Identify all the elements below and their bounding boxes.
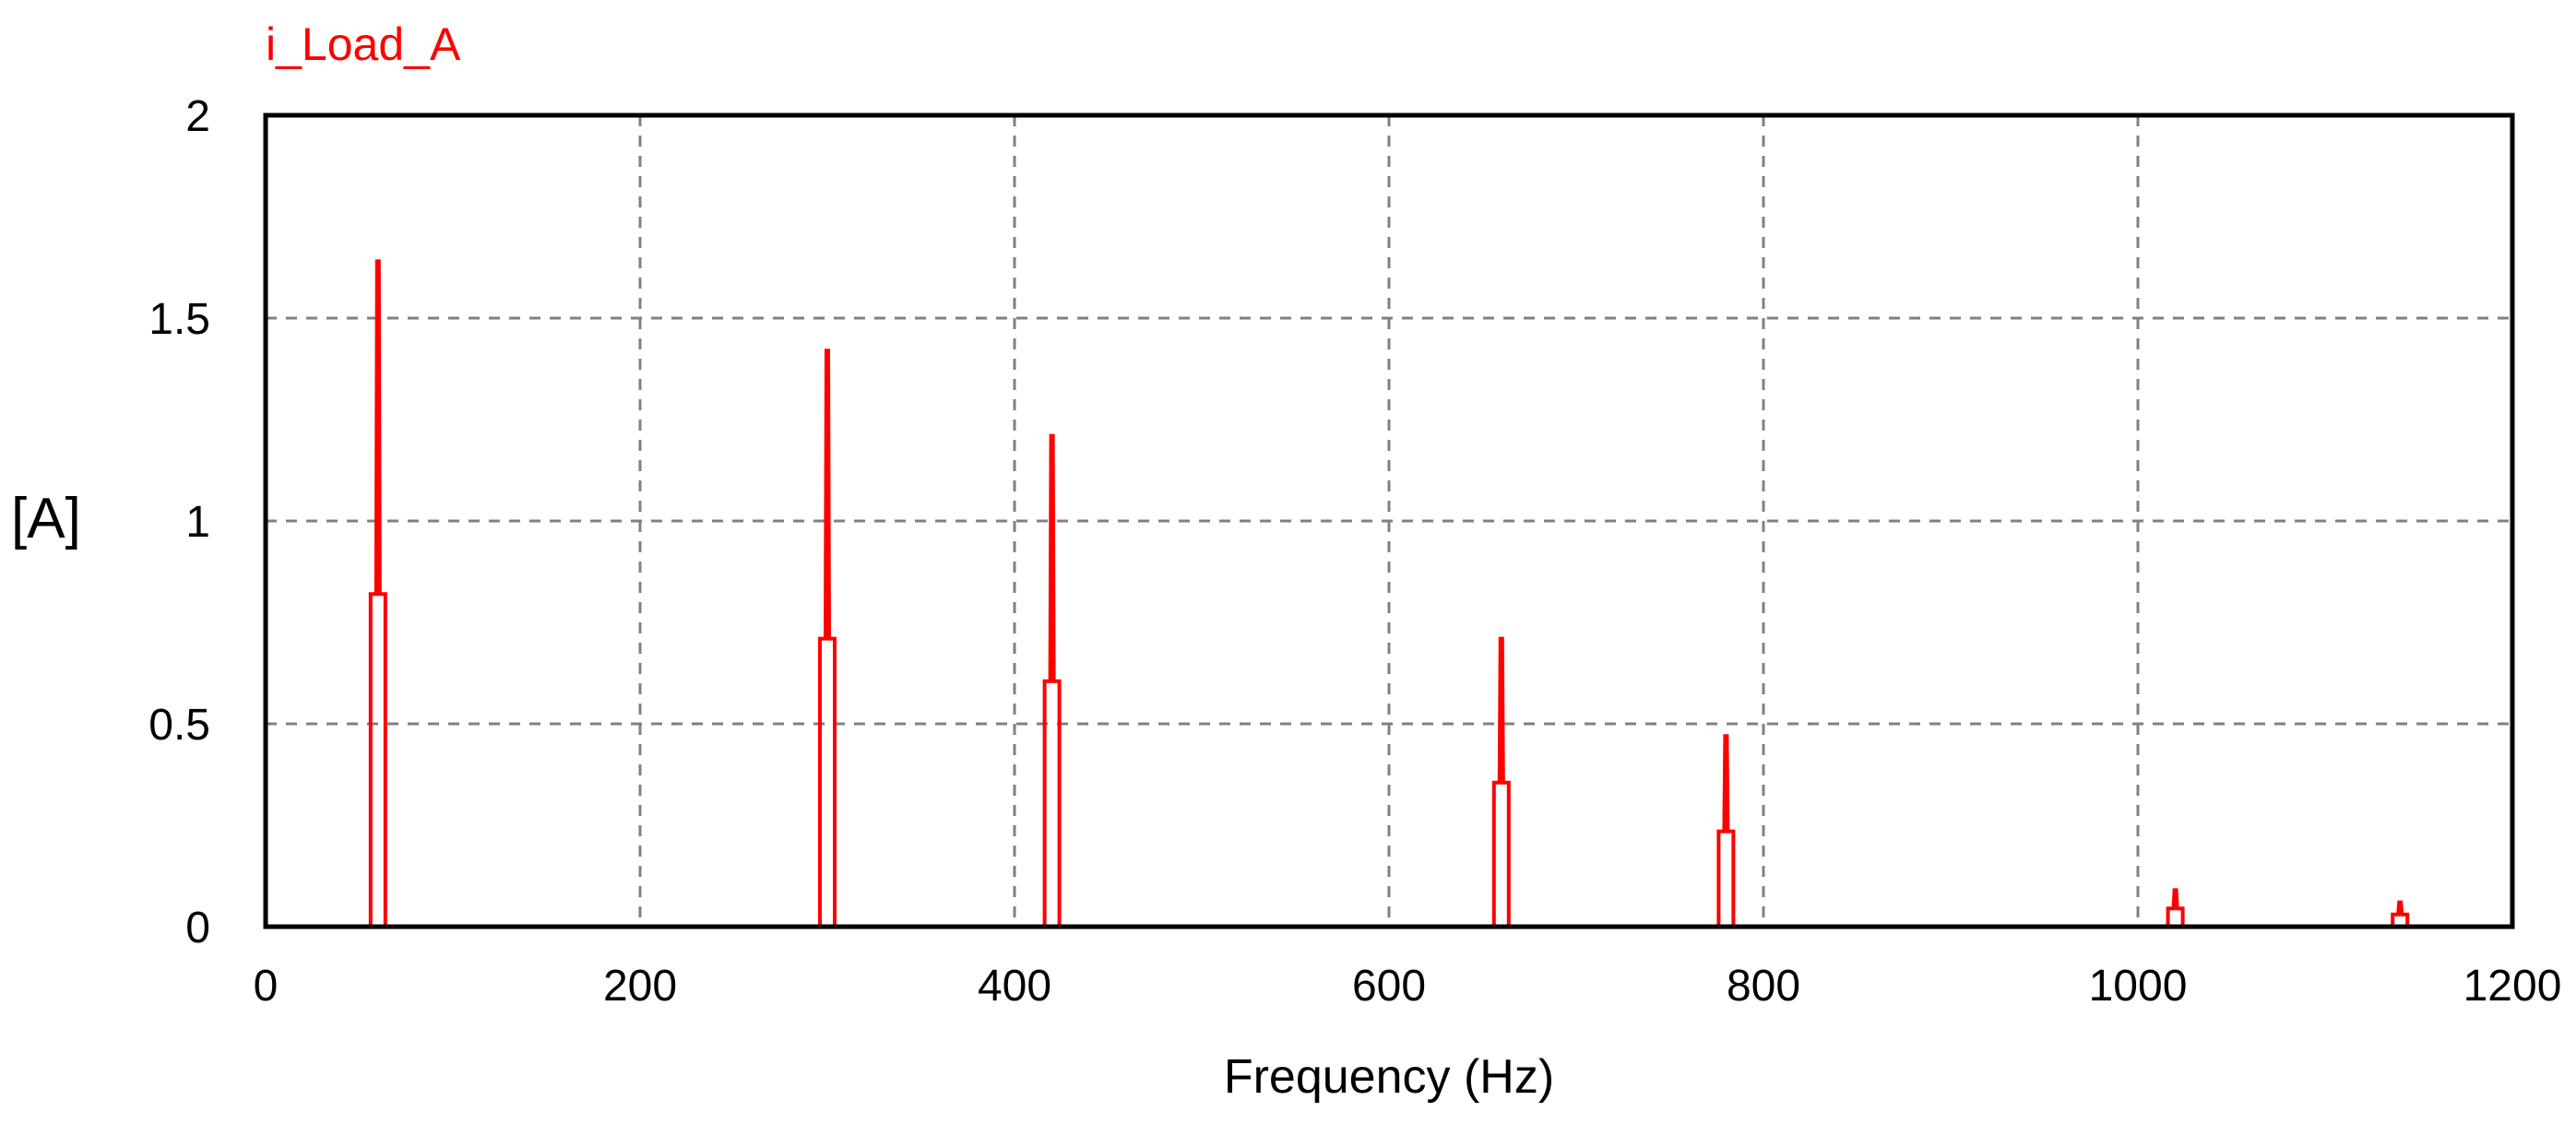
harmonic-spike <box>1491 636 1511 927</box>
harmonic-spike <box>2166 888 2185 927</box>
x-tick-label: 0 <box>254 962 279 1011</box>
y-axis-label: [A] <box>11 487 81 550</box>
series-title: i_Load_A <box>266 18 461 70</box>
y-tick-label: 1 <box>185 498 210 547</box>
harmonic-spike <box>818 349 837 927</box>
x-axis-ticks: 0 200 400 600 800 1000 1200 <box>254 962 2562 1011</box>
y-tick-label: 0 <box>185 904 210 952</box>
y-tick-label: 0.5 <box>148 701 210 750</box>
plot-area-frame <box>263 112 2515 929</box>
x-tick-label: 600 <box>1352 962 1426 1011</box>
x-tick-label: 400 <box>978 962 1051 1011</box>
x-axis-label: Frequency (Hz) <box>1224 1050 1554 1104</box>
y-tick-label: 1.5 <box>148 295 210 344</box>
harmonic-spike <box>368 259 387 927</box>
y-axis-ticks: 0 0.5 1 1.5 2 <box>148 92 210 952</box>
x-tick-label: 200 <box>603 962 677 1011</box>
harmonic-spike <box>1042 433 1062 927</box>
x-tick-label: 1200 <box>2463 962 2562 1011</box>
harmonic-spike <box>1716 734 1736 927</box>
grid-lines <box>266 115 2512 927</box>
x-tick-label: 1000 <box>2089 962 2188 1011</box>
harmonic-spike <box>2391 900 2410 927</box>
y-tick-label: 2 <box>185 92 210 141</box>
x-tick-label: 800 <box>1727 962 1800 1011</box>
